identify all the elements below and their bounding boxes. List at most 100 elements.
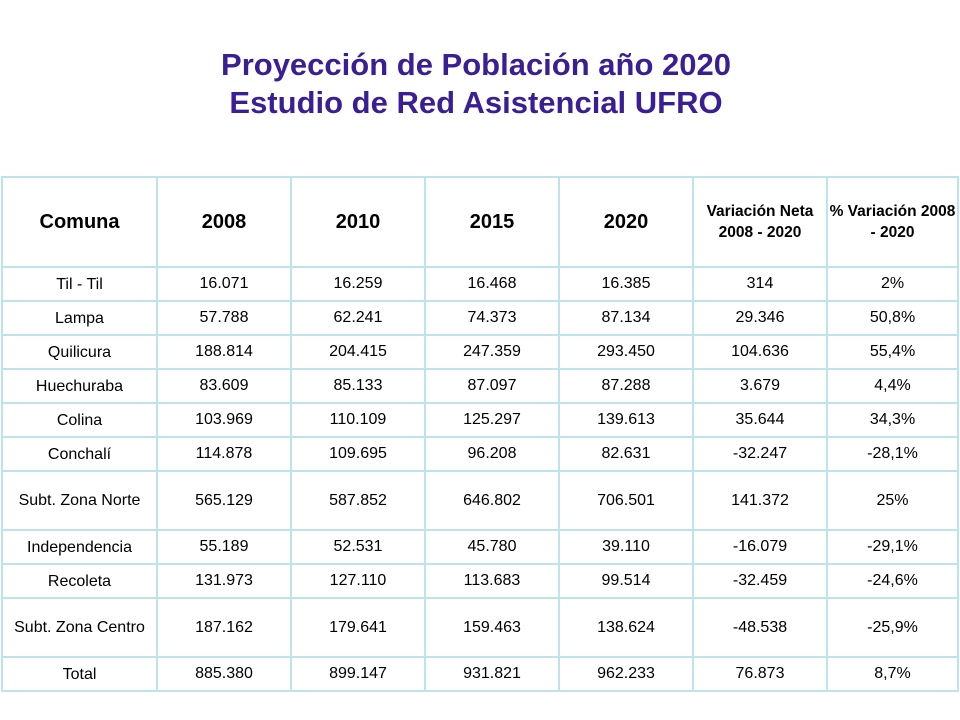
value-cell: 125.297	[424, 402, 560, 438]
comuna-cell: Conchalí	[1, 436, 158, 472]
value-cell: 204.415	[290, 334, 426, 370]
header-pct-variacion: % Variación 2008 - 2020	[826, 176, 959, 268]
value-cell: -32.459	[692, 563, 828, 599]
value-cell: 74.373	[424, 300, 560, 336]
value-cell: 565.129	[156, 470, 292, 531]
population-table: Comuna 2008 2010 2015 2020 Variación Net…	[1, 176, 959, 692]
table-row: Conchalí 114.878 109.695 96.208 82.631 -32.24…	[1, 436, 959, 472]
comuna-cell: Total	[1, 656, 158, 692]
value-cell: 87.097	[424, 368, 560, 404]
value-cell: 646.802	[424, 470, 560, 531]
value-cell: 57.788	[156, 300, 292, 336]
value-cell: 139.613	[558, 402, 694, 438]
header-2010: 2010	[290, 176, 426, 268]
value-cell: 141.372	[692, 470, 828, 531]
value-cell: 706.501	[558, 470, 694, 531]
comuna-cell: Lampa	[1, 300, 158, 336]
table-row: Lampa 57.788 62.241 74.373 87.134 29.346 50,8%	[1, 300, 959, 336]
value-cell: 99.514	[558, 563, 694, 599]
value-cell: 55,4%	[826, 334, 959, 370]
value-cell: 114.878	[156, 436, 292, 472]
value-cell: 293.450	[558, 334, 694, 370]
value-cell: 62.241	[290, 300, 426, 336]
table-row: Total 885.380 899.147 931.821 962.233 76.873 8…	[1, 656, 959, 692]
comuna-cell: Til - Til	[1, 266, 158, 302]
value-cell: -25,9%	[826, 597, 959, 658]
value-cell: 127.110	[290, 563, 426, 599]
value-cell: 76.873	[692, 656, 828, 692]
value-cell: 962.233	[558, 656, 694, 692]
value-cell: 247.359	[424, 334, 560, 370]
header-2015: 2015	[424, 176, 560, 268]
value-cell: 8,7%	[826, 656, 959, 692]
header-2020: 2020	[558, 176, 694, 268]
value-cell: 899.147	[290, 656, 426, 692]
value-cell: 16.468	[424, 266, 560, 302]
table-body: Til - Til 16.071 16.259 16.468 16.385 314 2% La…	[1, 266, 959, 692]
table-row: Subt. Zona Centro 187.162 179.641 159.463 13…	[1, 597, 959, 658]
header-2008: 2008	[156, 176, 292, 268]
table-row: Til - Til 16.071 16.259 16.468 16.385 314 2%	[1, 266, 959, 302]
value-cell: 138.624	[558, 597, 694, 658]
value-cell: 16.071	[156, 266, 292, 302]
value-cell: -16.079	[692, 529, 828, 565]
value-cell: -48.538	[692, 597, 828, 658]
value-cell: 87.134	[558, 300, 694, 336]
value-cell: 52.531	[290, 529, 426, 565]
value-cell: 45.780	[424, 529, 560, 565]
table-row: Recoleta 131.973 127.110 113.683 99.514 -32.4…	[1, 563, 959, 599]
table-row: Quilicura 188.814 204.415 247.359 293.450 104…	[1, 334, 959, 370]
comuna-cell: Colina	[1, 402, 158, 438]
value-cell: -29,1%	[826, 529, 959, 565]
header-comuna: Comuna	[1, 176, 158, 268]
value-cell: 587.852	[290, 470, 426, 531]
title-line-2: Estudio de Red Asistencial UFRO	[229, 85, 723, 120]
value-cell: 314	[692, 266, 828, 302]
value-cell: 34,3%	[826, 402, 959, 438]
value-cell: 3.679	[692, 368, 828, 404]
value-cell: 55.189	[156, 529, 292, 565]
value-cell: 16.385	[558, 266, 694, 302]
comuna-cell: Quilicura	[1, 334, 158, 370]
value-cell: 4,4%	[826, 368, 959, 404]
value-cell: -28,1%	[826, 436, 959, 472]
value-cell: 35.644	[692, 402, 828, 438]
value-cell: -32.247	[692, 436, 828, 472]
value-cell: 110.109	[290, 402, 426, 438]
table-row: Huechuraba 83.609 85.133 87.097 87.288 3.679 4…	[1, 368, 959, 404]
comuna-cell: Subt. Zona Centro	[1, 597, 158, 658]
value-cell: 188.814	[156, 334, 292, 370]
value-cell: 2%	[826, 266, 959, 302]
value-cell: 85.133	[290, 368, 426, 404]
comuna-cell: Subt. Zona Norte	[1, 470, 158, 531]
value-cell: 187.162	[156, 597, 292, 658]
title-line-1: Proyección de Población año 2020	[221, 47, 731, 82]
value-cell: 39.110	[558, 529, 694, 565]
comuna-cell: Independencia	[1, 529, 158, 565]
value-cell: 104.636	[692, 334, 828, 370]
value-cell: 179.641	[290, 597, 426, 658]
value-cell: -24,6%	[826, 563, 959, 599]
value-cell: 103.969	[156, 402, 292, 438]
page-title: Proyección de Población año 2020 Estudio…	[0, 46, 952, 122]
value-cell: 931.821	[424, 656, 560, 692]
value-cell: 16.259	[290, 266, 426, 302]
value-cell: 109.695	[290, 436, 426, 472]
value-cell: 113.683	[424, 563, 560, 599]
value-cell: 82.631	[558, 436, 694, 472]
value-cell: 25%	[826, 470, 959, 531]
comuna-cell: Huechuraba	[1, 368, 158, 404]
comuna-cell: Recoleta	[1, 563, 158, 599]
value-cell: 96.208	[424, 436, 560, 472]
value-cell: 885.380	[156, 656, 292, 692]
header-variacion-neta: Variación Neta 2008 - 2020	[692, 176, 828, 268]
value-cell: 87.288	[558, 368, 694, 404]
value-cell: 83.609	[156, 368, 292, 404]
value-cell: 50,8%	[826, 300, 959, 336]
table-row: Colina 103.969 110.109 125.297 139.613 35.644…	[1, 402, 959, 438]
table-row: Subt. Zona Norte 565.129 587.852 646.802 706…	[1, 470, 959, 531]
table-header-row: Comuna 2008 2010 2015 2020 Variación Net…	[1, 176, 959, 268]
value-cell: 131.973	[156, 563, 292, 599]
value-cell: 159.463	[424, 597, 560, 658]
table-row: Independencia 55.189 52.531 45.780 39.110 -16…	[1, 529, 959, 565]
